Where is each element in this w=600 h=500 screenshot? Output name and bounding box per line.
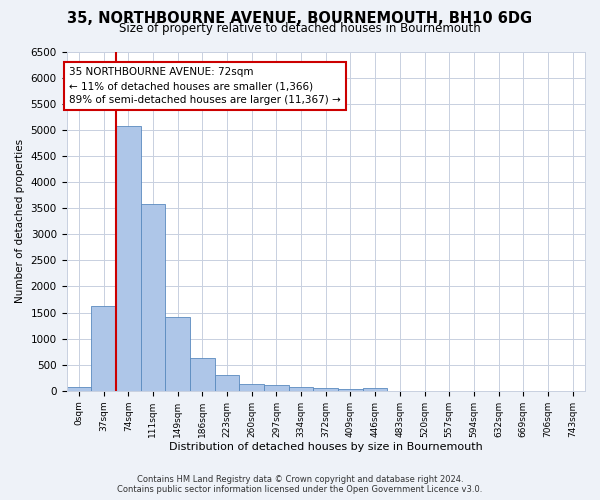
- X-axis label: Distribution of detached houses by size in Bournemouth: Distribution of detached houses by size …: [169, 442, 482, 452]
- Bar: [239, 384, 264, 391]
- Bar: [363, 388, 388, 391]
- Text: Size of property relative to detached houses in Bournemouth: Size of property relative to detached ho…: [119, 22, 481, 35]
- Bar: [313, 388, 338, 391]
- Bar: [165, 316, 190, 391]
- Bar: [140, 204, 165, 391]
- Bar: [338, 390, 363, 391]
- Bar: [215, 376, 239, 391]
- Text: Contains HM Land Registry data © Crown copyright and database right 2024.
Contai: Contains HM Land Registry data © Crown c…: [118, 474, 482, 494]
- Text: 35 NORTHBOURNE AVENUE: 72sqm
← 11% of detached houses are smaller (1,366)
89% of: 35 NORTHBOURNE AVENUE: 72sqm ← 11% of de…: [69, 67, 341, 105]
- Bar: [91, 306, 116, 391]
- Y-axis label: Number of detached properties: Number of detached properties: [15, 139, 25, 303]
- Bar: [190, 358, 215, 391]
- Bar: [116, 126, 140, 391]
- Bar: [264, 385, 289, 391]
- Bar: [67, 387, 91, 391]
- Text: 35, NORTHBOURNE AVENUE, BOURNEMOUTH, BH10 6DG: 35, NORTHBOURNE AVENUE, BOURNEMOUTH, BH1…: [67, 11, 533, 26]
- Bar: [289, 387, 313, 391]
